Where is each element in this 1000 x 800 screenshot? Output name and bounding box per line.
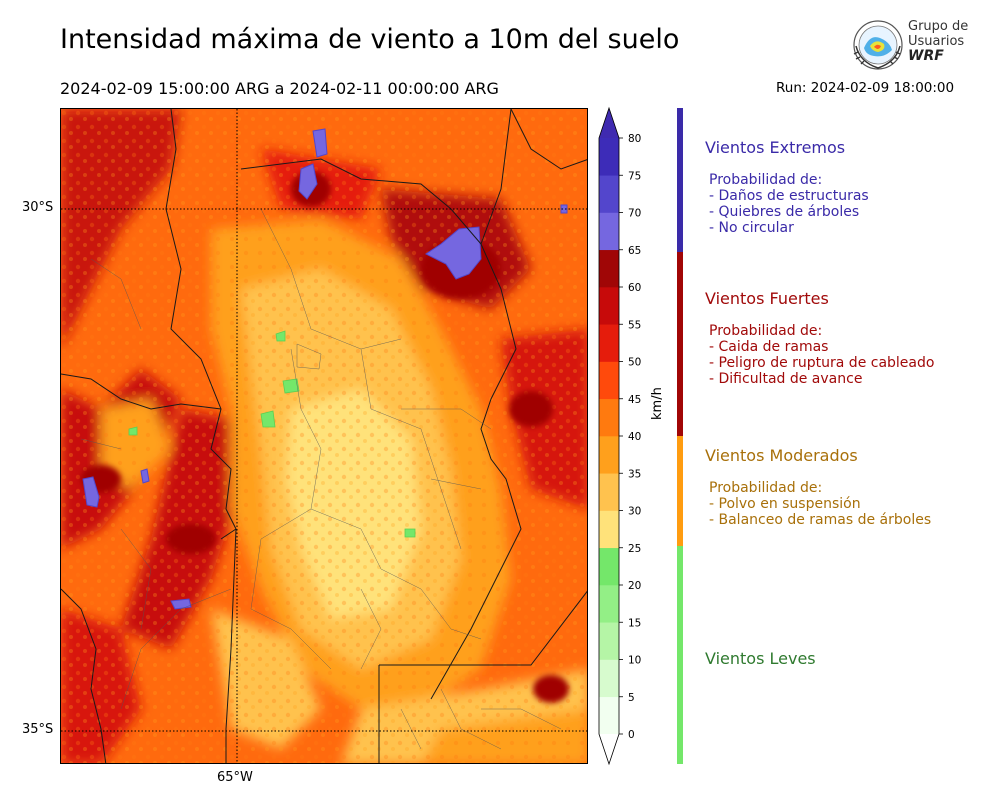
category-line: - Peligro de ruptura de cableado [709, 355, 935, 371]
category-line: - Daños de estructuras [709, 188, 869, 204]
colorbar-segment [599, 287, 619, 325]
category-line: - Balanceo de ramas de árboles [709, 512, 932, 528]
colorbar-tick-label: 10 [628, 655, 641, 667]
category-line: - Polvo en suspensión [709, 496, 861, 512]
category-line: - Dificultad de avance [709, 371, 863, 387]
colorbar-segment [599, 547, 619, 586]
wind-map-canvas [61, 109, 587, 763]
colorbar-segment [599, 249, 619, 288]
colorbar-extend-high [599, 108, 619, 138]
category-bar-extremos [677, 108, 683, 252]
colorbar-segment [599, 361, 619, 400]
colorbar-segments [598, 106, 620, 766]
category-line: - Caida de ramas [709, 339, 829, 355]
category-bar [677, 108, 683, 764]
colorbar-tick-label: 15 [628, 617, 641, 629]
category-line: - No circular [709, 220, 794, 236]
category-line: Probabilidad de: [709, 172, 823, 188]
page-title: Intensidad máxima de viento a 10m del su… [60, 24, 680, 55]
colorbar-segment [599, 585, 619, 623]
colorbar-extend-low [599, 734, 619, 764]
category-title-moderados: Vientos Moderados [705, 446, 858, 465]
category-bar-leves [677, 546, 683, 764]
colorbar-tick-label: 55 [628, 319, 641, 331]
colorbar-tick-label: 75 [628, 170, 641, 182]
colorbar-segment [599, 212, 619, 251]
colorbar-segment [599, 510, 619, 549]
colorbar-tick-label: 70 [628, 208, 641, 220]
lon-label-65w: 65°W [217, 770, 253, 785]
colorbar-segment [599, 398, 619, 437]
colorbar-tick-label: 40 [628, 431, 641, 443]
colorbar-tick-label: 35 [628, 468, 641, 480]
colorbar-tick-label: 65 [628, 245, 641, 257]
category-title-extremos: Vientos Extremos [705, 138, 846, 157]
category-line: Probabilidad de: [709, 323, 823, 339]
colorbar-segment [599, 622, 619, 660]
category-title-fuertes: Vientos Fuertes [705, 289, 829, 308]
colorbar-tick-label: 5 [628, 692, 635, 704]
colorbar-segment [599, 175, 619, 213]
colorbar-tick-label: 25 [628, 543, 641, 555]
colorbar-tick-label: 45 [628, 394, 641, 406]
run-time: Run: 2024-02-09 18:00:00 [776, 80, 955, 96]
category-body-fuertes: Probabilidad de: - Caida de ramas - Peli… [709, 323, 934, 387]
wrf-logo [853, 20, 903, 70]
colorbar-segment [599, 696, 619, 735]
logo-text: Grupo de Usuarios WRF [908, 19, 968, 64]
category-body-moderados: Probabilidad de: - Polvo en suspensión -… [709, 480, 931, 528]
category-title-leves: Vientos Leves [705, 649, 816, 668]
colorbar-segment [599, 473, 619, 511]
logo-line2: Usuarios [908, 34, 965, 49]
forecast-period: 2024-02-09 15:00:00 ARG a 2024-02-11 00:… [60, 79, 499, 98]
colorbar: 0 5 10 15 20 25 30 35 40 45 50 55 60 65 70 75 80 [598, 106, 641, 766]
colorbar-segment [599, 324, 619, 362]
colorbar-segment [599, 436, 619, 474]
lat-label-35s: 35°S [22, 722, 54, 737]
colorbar-tick-label: 50 [628, 357, 641, 369]
colorbar-tick-label: 80 [628, 133, 641, 145]
colorbar-segment [599, 138, 619, 176]
category-body-extremos: Probabilidad de: - Daños de estructuras … [709, 172, 869, 236]
category-bar-fuertes [677, 252, 683, 436]
category-line: Probabilidad de: [709, 480, 823, 496]
colorbar-ticks: 0 5 10 15 20 25 30 35 40 45 50 55 60 65 70 75 80 [619, 133, 641, 741]
lat-label-30s: 30°S [22, 200, 54, 215]
category-line: - Quiebres de árboles [709, 204, 860, 220]
category-bar-moderados [677, 436, 683, 546]
colorbar-tick-label: 20 [628, 580, 641, 592]
colorbar-tick-label: 60 [628, 282, 641, 294]
colorbar-tick-label: 30 [628, 506, 641, 518]
logo-line1: Grupo de [908, 19, 969, 34]
colorbar-unit: km/h [650, 387, 665, 420]
wind-map [60, 108, 588, 764]
logo-line3: WRF [908, 48, 944, 64]
colorbar-tick-label: 0 [628, 729, 635, 741]
colorbar-segment [599, 659, 619, 698]
